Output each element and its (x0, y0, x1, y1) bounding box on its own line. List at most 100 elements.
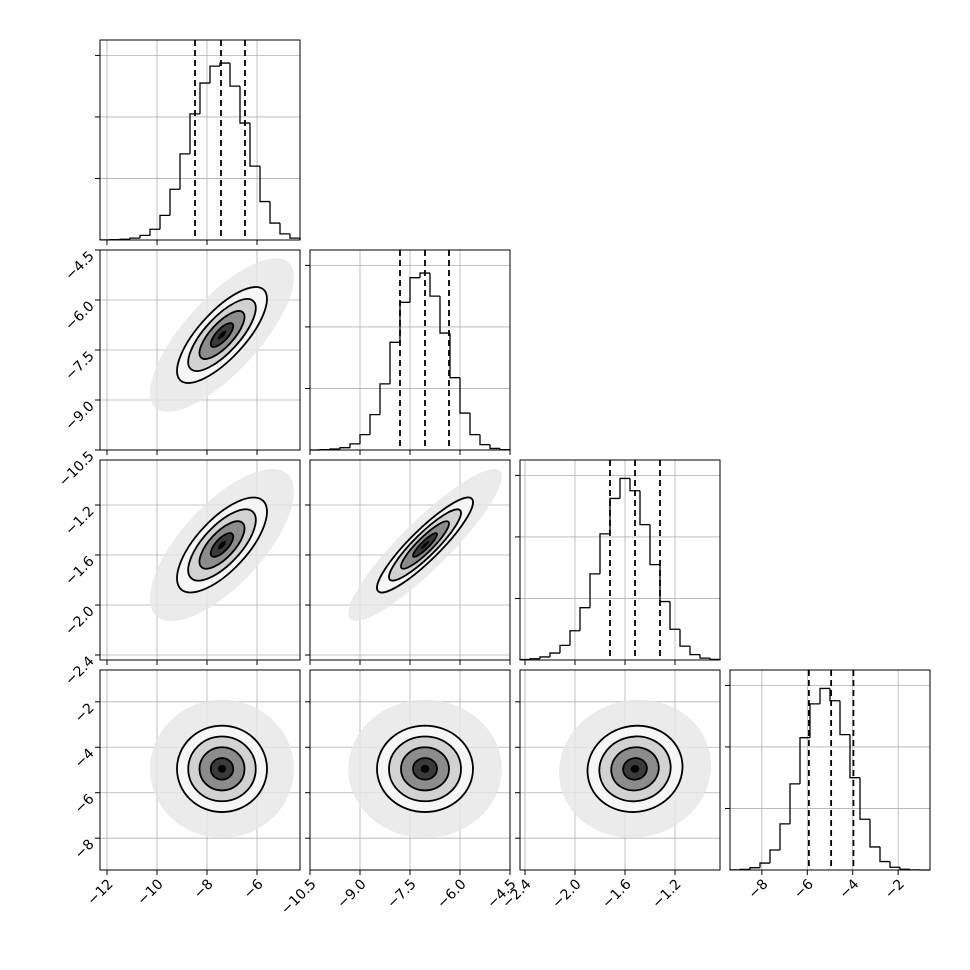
panel-frame (309, 459, 511, 661)
histogram-step (689, 646, 700, 656)
histogram-step (489, 444, 500, 450)
histogram-step (769, 849, 780, 864)
panel-frame (99, 249, 301, 451)
panel-frame (309, 249, 511, 451)
histogram-step (199, 82, 210, 114)
histogram-step (889, 861, 900, 868)
y-tick-label: −9.0 (62, 398, 97, 433)
histogram-step (879, 846, 890, 863)
y-tick-label: −2 (72, 700, 98, 726)
histogram-step (819, 687, 830, 704)
histogram-step (549, 652, 560, 657)
density (150, 699, 294, 838)
panel-frame (309, 669, 511, 871)
x-tick-label: −1.2 (649, 876, 684, 911)
panel-background (100, 40, 300, 240)
histogram-step (219, 62, 230, 67)
histogram-step (649, 524, 660, 566)
histogram-step (529, 658, 540, 660)
x-tick-label: −1.6 (599, 876, 634, 911)
density (348, 699, 502, 838)
y-tick-label: −10.5 (56, 448, 98, 490)
histogram-step (449, 333, 460, 379)
histogram-step (159, 214, 170, 230)
histogram-step (539, 656, 550, 659)
histogram-step (569, 630, 580, 646)
histogram-step (789, 783, 800, 824)
histogram-step (599, 533, 610, 574)
histogram-step (629, 478, 640, 492)
x-tick-label: −10 (134, 876, 166, 908)
histogram-step (359, 433, 370, 444)
x-tick-label: −8 (746, 876, 772, 902)
y-tick-label: −7.5 (62, 348, 97, 383)
y-tick-label: −4.5 (62, 248, 97, 283)
panel-frame (519, 459, 721, 661)
histogram-step (679, 629, 690, 647)
x-tick-label: −6.0 (434, 876, 469, 911)
histogram-step (179, 153, 190, 190)
histogram-step (269, 201, 280, 224)
histogram-step (559, 644, 570, 654)
histogram-step (429, 273, 440, 297)
histogram-step (329, 448, 340, 450)
histogram-step (699, 654, 710, 659)
histogram-step (669, 601, 680, 630)
histogram-step (169, 188, 180, 216)
histogram-step (439, 296, 450, 334)
histogram-step (349, 443, 360, 448)
contour (420, 540, 430, 550)
histogram-step (779, 823, 790, 850)
histogram-step (379, 383, 390, 415)
x-tick-label: −4 (836, 876, 862, 902)
histogram-step (409, 277, 420, 303)
histogram-step (579, 607, 590, 631)
histogram-step (239, 86, 250, 124)
histogram-step (339, 447, 350, 450)
y-tick-label: −4 (72, 746, 98, 772)
histogram-step (589, 573, 600, 608)
x-tick-label: −2 (882, 876, 908, 902)
y-tick-label: −8 (72, 837, 98, 863)
histogram-step (259, 166, 270, 203)
histogram-step (839, 700, 850, 736)
y-tick-label: −2.4 (62, 653, 97, 688)
y-tick-label: −1.2 (62, 503, 97, 538)
histogram-step (859, 777, 870, 820)
histogram-step (469, 413, 480, 436)
density (150, 258, 295, 412)
panel-frame (519, 669, 721, 871)
histogram-step (139, 234, 150, 239)
histogram-step (479, 434, 490, 446)
histogram-step (249, 123, 260, 167)
contour (217, 330, 227, 340)
histogram-step (129, 237, 140, 240)
panel-frame (99, 39, 301, 241)
histogram-step (899, 867, 910, 870)
panel-background (730, 670, 930, 870)
histogram-step (799, 737, 810, 784)
density (558, 699, 711, 838)
contour (420, 764, 430, 773)
x-tick-label: −10.5 (278, 876, 320, 918)
histogram-step (229, 63, 240, 87)
y-tick-label: −2.0 (62, 603, 97, 638)
histogram-step (149, 228, 160, 236)
histogram-step (389, 341, 400, 384)
histogram-step (759, 862, 770, 868)
contour (630, 764, 640, 773)
x-tick-label: −2.0 (549, 876, 584, 911)
x-tick-label: −6 (241, 876, 267, 902)
histogram-step (419, 272, 430, 278)
density (348, 468, 502, 621)
x-tick-label: −6 (791, 876, 817, 902)
panel-frame (99, 459, 301, 661)
x-tick-label: −12 (84, 876, 116, 908)
contour (217, 540, 227, 550)
x-tick-label: −8 (191, 876, 217, 902)
histogram-step (749, 867, 760, 870)
histogram-step (639, 490, 650, 526)
histogram-step (209, 65, 220, 84)
panel-frame (99, 669, 301, 871)
